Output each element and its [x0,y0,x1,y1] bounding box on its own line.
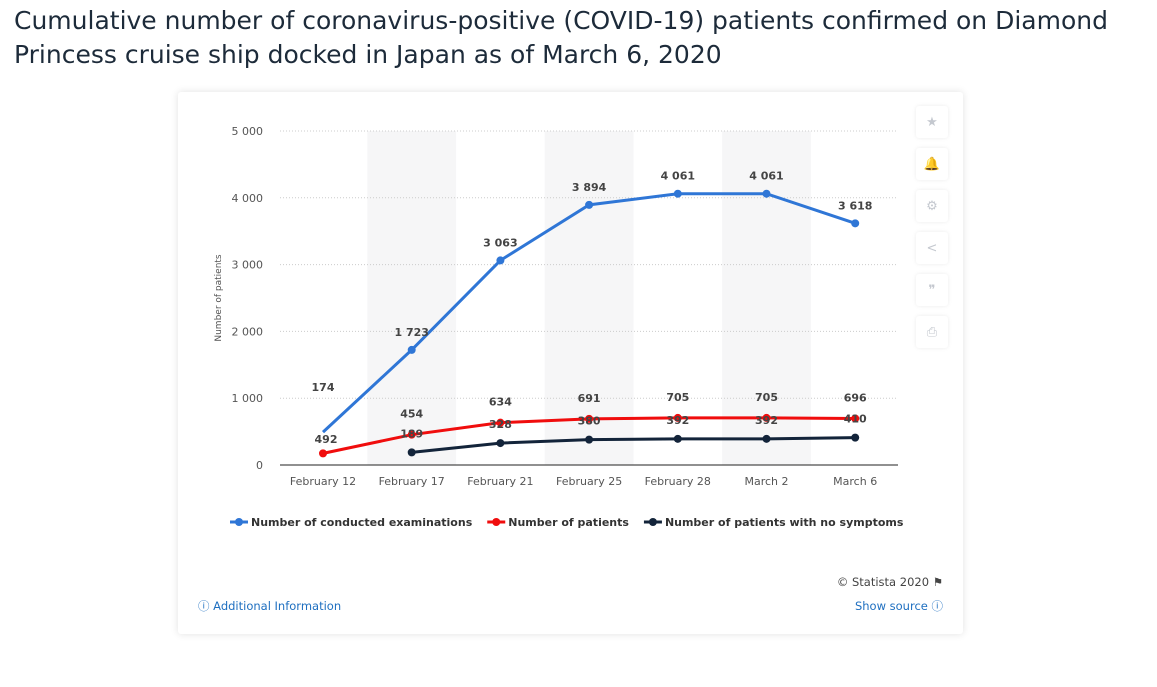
x-tick-label: March 2 [744,475,788,488]
column-band [722,131,811,465]
data-label: 392 [755,414,778,427]
data-point [407,345,416,354]
copyright-text: © Statista 2020 [836,575,930,589]
legend-label: Number of conducted examinations [251,516,473,529]
data-point [673,413,682,422]
bell-button[interactable]: 🔔 [916,148,948,180]
x-tick-label: February 12 [290,475,356,488]
x-tick-label: February 21 [467,475,533,488]
data-point [851,219,860,228]
data-label: 392 [666,414,689,427]
data-label: 492 [315,433,338,446]
quote-icon: ❞ [928,282,936,298]
share-icon: < [926,240,938,256]
data-point [673,189,682,198]
data-point [585,414,594,423]
chart-card: 0 1 000 2 000 3 000 4 000 5 000 Number of pati… [178,92,963,634]
print-button[interactable]: ⎙ [916,316,948,348]
y-tick-label: 0 [256,459,263,472]
x-tick-label: February 17 [379,475,445,488]
y-tick-label: 5 000 [232,125,264,138]
data-point [496,439,505,448]
x-tick-label: March 6 [833,475,877,488]
star-button[interactable]: ★ [916,106,948,138]
data-label: 705 [666,391,689,404]
y-axis-label: Number of patients [214,254,224,342]
data-label: 3 894 [572,181,607,194]
data-label: 3 618 [838,199,872,212]
data-point [851,414,860,423]
legend-marker [492,518,501,526]
data-label: 454 [400,408,423,421]
data-point [762,189,771,198]
data-point [496,418,505,427]
data-label: 1 723 [394,326,428,339]
y-tick-label: 4 000 [232,192,264,205]
show-source-link[interactable]: Show source ⓘ [855,598,943,614]
print-icon: ⎙ [926,324,938,340]
additional-information-label: Additional Information [213,599,342,613]
x-tick-label: February 25 [556,475,622,488]
data-label: 705 [755,391,778,404]
toolbar: ★ 🔔 ⚙ < ❞ ⎙ [916,106,948,358]
share-button[interactable]: < [916,232,948,264]
data-label: 380 [578,415,601,428]
data-label: 3 063 [483,236,517,249]
data-point [585,435,594,444]
data-label: 634 [489,396,512,409]
data-label: 410 [844,413,867,426]
y-tick-label: 2 000 [232,325,264,338]
series-line [411,436,856,454]
bell-icon: 🔔 [923,156,941,172]
column-band [367,131,457,465]
gear-icon: ⚙ [926,198,938,214]
data-label: 328 [489,418,512,431]
chart-title: Cumulative number of coronavirus-positiv… [14,6,1108,69]
y-tick-label: 3 000 [232,259,264,272]
data-label: 4 061 [749,170,783,183]
line-chart: 0 1 000 2 000 3 000 4 000 5 000 Number of pati… [214,125,904,529]
data-point [762,434,771,443]
data-point [851,433,860,442]
copyright[interactable]: © Statista 2020 ⚑ [837,575,943,589]
data-label: 696 [844,392,867,405]
legend-marker [648,518,657,526]
star-icon: ★ [926,114,938,130]
y-tick-label: 1 000 [232,392,264,405]
data-point [762,413,771,422]
column-band [544,131,634,465]
legend-marker [235,518,243,526]
info-icon: ⓘ [198,599,210,613]
flag-icon: ⚑ [932,575,943,589]
data-label: 189 [400,427,423,440]
x-tick-label: February 28 [645,475,711,488]
quote-button[interactable]: ❞ [916,274,948,306]
additional-information-link[interactable]: ⓘ Additional Information [198,598,341,614]
show-source-label: Show source [854,599,928,613]
legend-label: Number of patients with no symptoms [665,516,904,529]
data-point [585,200,594,209]
data-label: 691 [578,392,601,405]
gear-button[interactable]: ⚙ [916,190,948,222]
legend-label: Number of patients [508,516,629,529]
data-label: 174 [312,381,335,394]
data-point [673,434,682,443]
data-point [407,448,416,457]
data-point [407,430,416,439]
data-label: 4 061 [661,170,695,183]
data-point [496,256,505,265]
info-icon: ⓘ [931,599,944,613]
data-point [319,449,327,458]
